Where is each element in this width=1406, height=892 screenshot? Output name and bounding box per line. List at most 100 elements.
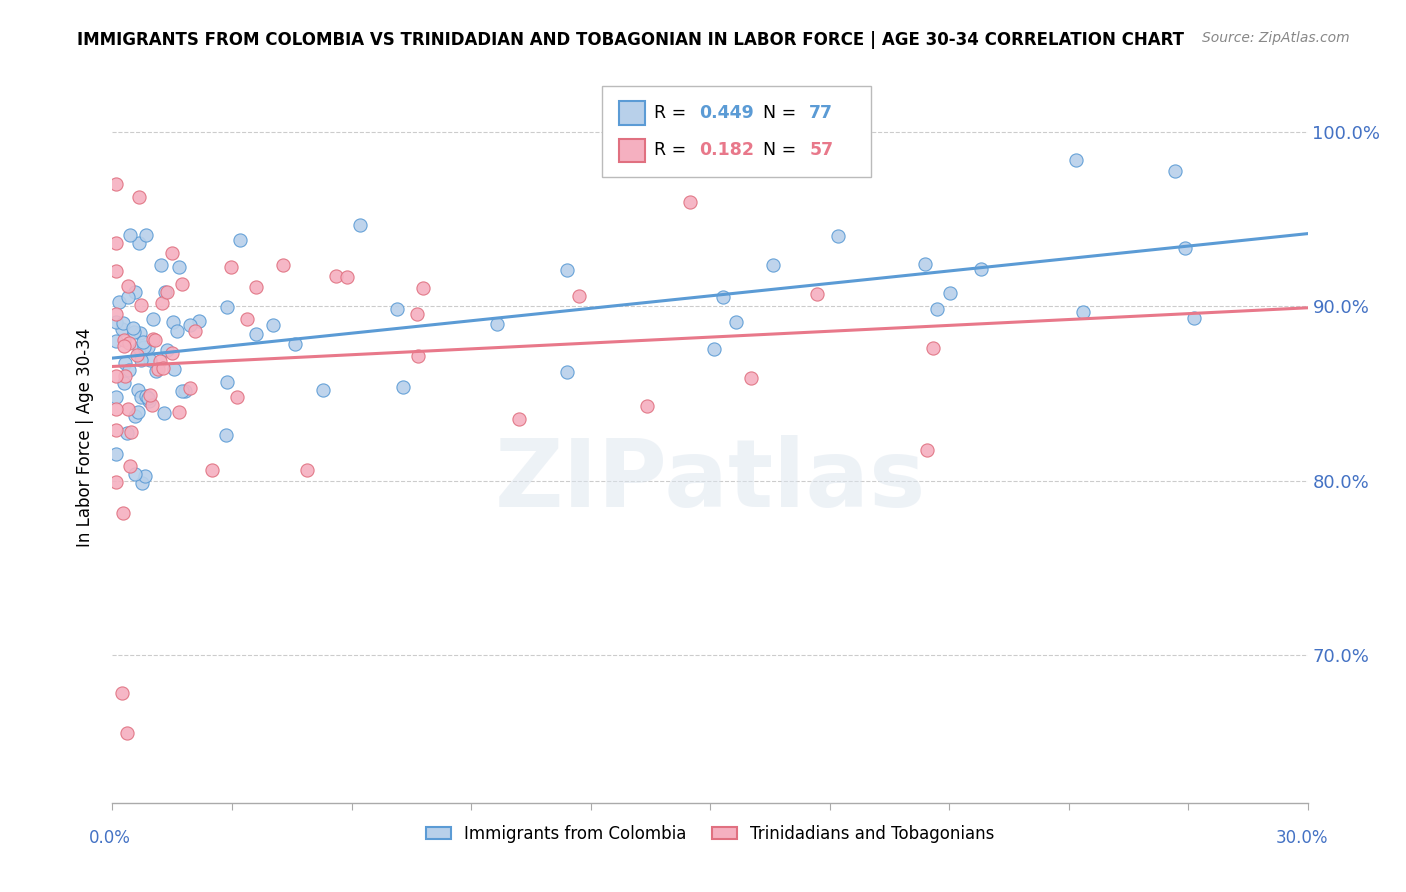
Point [105,369,128,384]
Point [136,391,159,405]
Point [150,296,173,310]
Point [225,390,247,404]
Point [336,270,359,285]
Point [114,356,136,370]
Point [412,281,434,295]
Point [166,324,188,338]
FancyBboxPatch shape [619,102,645,125]
Point [156,285,179,300]
Point [349,218,371,232]
Point [173,384,195,398]
Point [134,469,156,483]
Point [915,443,938,458]
Point [125,348,148,362]
Point [555,366,578,380]
Point [295,463,318,477]
Point [138,394,160,409]
Point [105,236,128,251]
Text: Source: ZipAtlas.com: Source: ZipAtlas.com [1202,31,1350,45]
Point [927,301,949,316]
Point [145,364,167,378]
Point [117,426,139,441]
Point [406,307,429,321]
Point [120,425,142,439]
Point [678,195,700,210]
Point [129,298,152,312]
Text: ZIPatlas: ZIPatlas [495,435,925,527]
Point [179,318,201,333]
Point [921,341,943,355]
Point [806,286,828,301]
Point [1164,164,1187,178]
Point [136,340,159,354]
Point [485,318,508,332]
Point [131,475,153,490]
Point [188,313,211,327]
Point [127,383,149,397]
Point [406,349,429,363]
Point [156,343,179,357]
Point [939,286,962,301]
Point [105,401,128,416]
Text: IMMIGRANTS FROM COLOMBIA VS TRINIDADIAN AND TOBAGONIAN IN LABOR FORCE | AGE 30-3: IMMIGRANTS FROM COLOMBIA VS TRINIDADIAN … [77,31,1184,49]
Point [273,258,295,272]
Point [636,399,658,413]
Point [128,235,150,250]
Point [170,277,193,291]
Point [143,334,166,348]
Text: 30.0%: 30.0% [1277,829,1329,847]
Point [163,362,186,376]
Text: 57: 57 [810,141,834,159]
Point [105,390,128,404]
Point [184,324,207,338]
Point [127,404,149,418]
Point [284,337,307,351]
Point [139,388,162,402]
Point [179,381,201,395]
Text: 0.182: 0.182 [699,141,754,159]
Point [115,726,138,740]
Point [149,354,172,368]
Point [713,290,735,304]
Point [118,363,141,377]
Point [129,390,152,404]
Point [152,406,174,420]
Point [122,325,145,339]
Text: R =: R = [654,104,692,122]
Point [114,368,136,383]
Point [262,318,284,333]
Legend: Immigrants from Colombia, Trinidadians and Tobagonians: Immigrants from Colombia, Trinidadians a… [419,818,1001,849]
Point [229,233,252,247]
Point [117,401,139,416]
Point [124,285,146,299]
Point [112,339,135,353]
FancyBboxPatch shape [619,138,645,162]
Point [201,463,224,477]
Y-axis label: In Labor Force | Age 30-34: In Labor Force | Age 30-34 [76,327,94,547]
Point [1066,153,1088,167]
Point [245,327,267,342]
Point [172,384,194,398]
Point [139,352,162,367]
Point [120,458,142,473]
Text: 0.0%: 0.0% [89,829,131,847]
Point [219,260,242,274]
Point [1184,311,1206,326]
Point [162,315,184,329]
Point [970,261,993,276]
Point [120,228,142,243]
Point [914,257,936,271]
Point [105,475,128,489]
Point [117,290,139,304]
Point [128,190,150,204]
Point [152,361,174,376]
Point [762,258,785,272]
Point [142,332,165,346]
Point [105,177,128,191]
Point [111,686,134,700]
Point [112,506,135,520]
Point [162,345,184,359]
Point [112,376,135,391]
Point [132,340,155,354]
Point [568,289,591,303]
